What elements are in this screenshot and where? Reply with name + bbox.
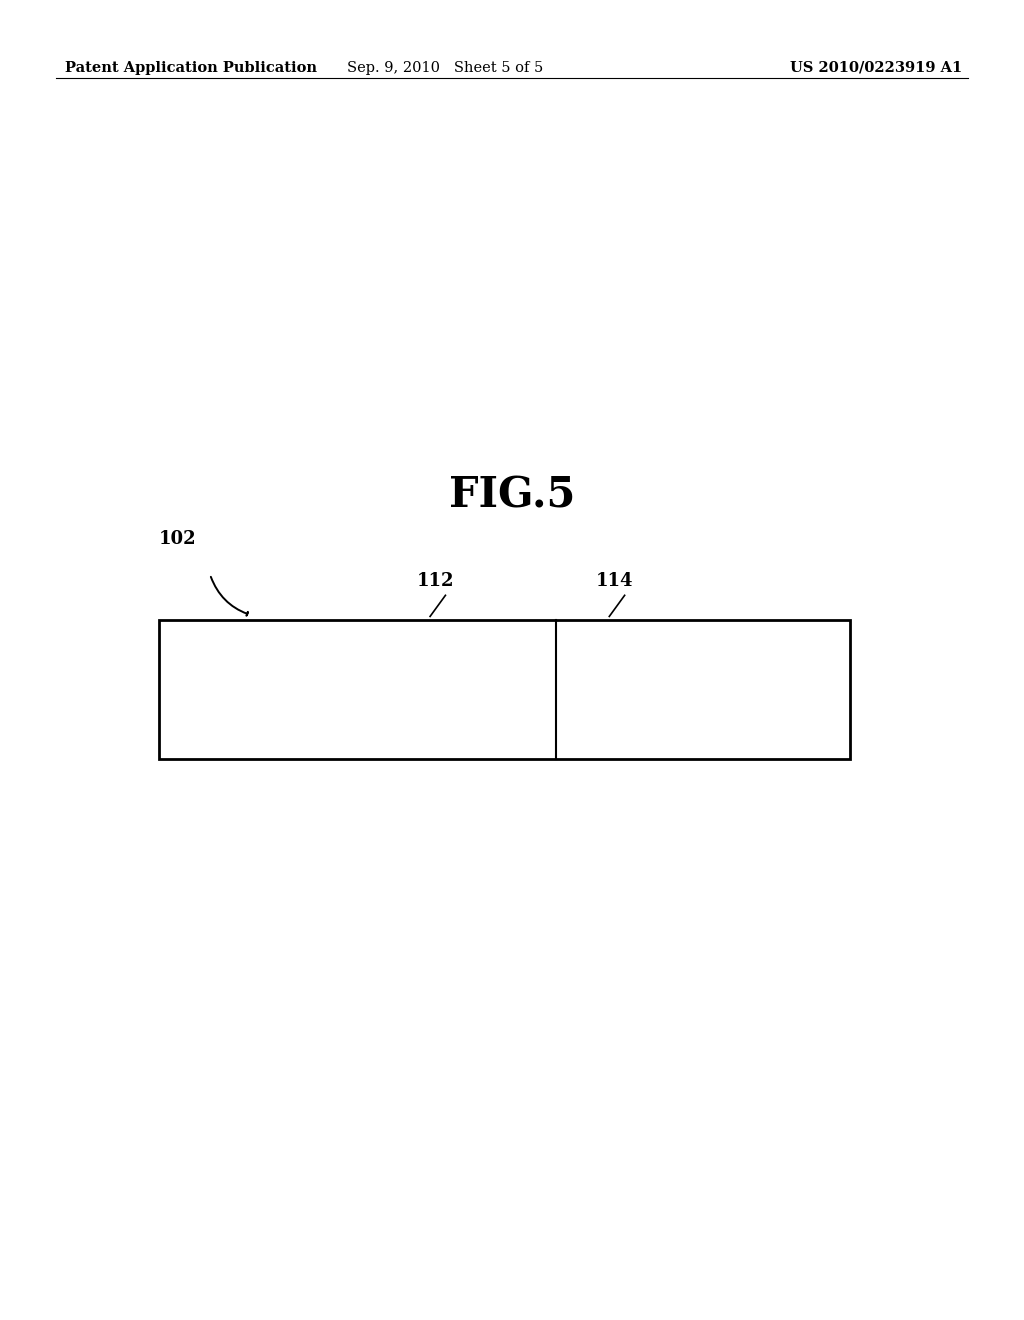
Text: US 2010/0223919 A1: US 2010/0223919 A1	[791, 61, 963, 75]
Text: Sep. 9, 2010   Sheet 5 of 5: Sep. 9, 2010 Sheet 5 of 5	[347, 61, 544, 75]
Text: FIG.5: FIG.5	[449, 474, 575, 516]
Text: Patent Application Publication: Patent Application Publication	[65, 61, 316, 75]
Text: 102: 102	[159, 529, 197, 548]
Text: 114: 114	[596, 572, 633, 590]
Bar	[159, 620, 850, 759]
Text: 112: 112	[417, 572, 454, 590]
